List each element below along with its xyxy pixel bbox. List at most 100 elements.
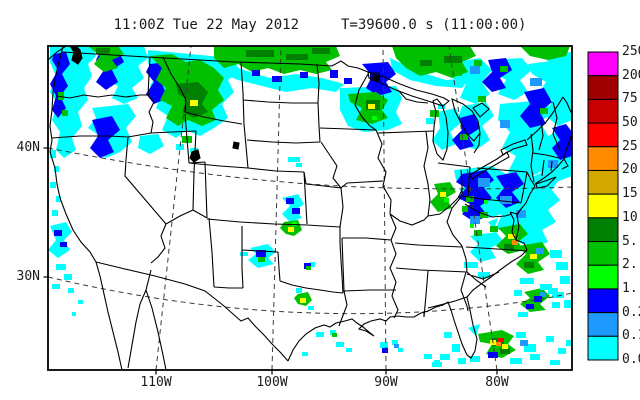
precip-cell bbox=[444, 198, 449, 202]
precip-cell bbox=[336, 342, 344, 347]
colorbar-box bbox=[587, 51, 619, 77]
precip-cell bbox=[432, 362, 442, 367]
precip-cell bbox=[256, 250, 266, 257]
precip-cell bbox=[552, 302, 560, 308]
precip-cell bbox=[300, 298, 306, 303]
chesapeake-bay bbox=[509, 208, 522, 241]
precip-cell bbox=[462, 206, 468, 212]
precip-cell bbox=[420, 60, 432, 66]
precip-cell bbox=[296, 288, 302, 293]
state-borders-west bbox=[51, 56, 249, 264]
precip-cell bbox=[452, 70, 462, 76]
precip-cell bbox=[440, 354, 450, 360]
precip-cell bbox=[288, 157, 300, 162]
precip-cell bbox=[344, 78, 352, 84]
precip-cell bbox=[440, 192, 446, 197]
precip-cell bbox=[520, 340, 528, 346]
precip-area bbox=[470, 232, 504, 262]
precip-cell bbox=[460, 134, 468, 140]
lake-erie bbox=[469, 132, 510, 180]
precip-cell bbox=[536, 248, 544, 254]
precip-cell bbox=[392, 340, 398, 345]
gulf-of-california bbox=[127, 269, 167, 370]
precip-cell bbox=[380, 342, 388, 348]
precip-cell bbox=[306, 266, 311, 270]
lon-tick-label: 100W bbox=[256, 375, 288, 390]
colorbar-label: 20. bbox=[622, 162, 640, 178]
yellowstone-lake bbox=[232, 141, 240, 150]
precip-cell bbox=[438, 104, 445, 109]
colorbar-label: 75. bbox=[622, 91, 640, 107]
precip-cell bbox=[526, 304, 534, 309]
colorbar-label: 15. bbox=[622, 186, 640, 202]
precip-cell bbox=[64, 274, 72, 280]
mexico-border bbox=[95, 261, 289, 362]
precip-area bbox=[488, 218, 498, 230]
colorbar-box bbox=[587, 312, 619, 337]
upper-peninsula bbox=[397, 89, 429, 104]
precip-cell bbox=[58, 92, 64, 100]
precip-cell bbox=[374, 76, 380, 81]
lake-michigan bbox=[432, 98, 449, 161]
precip-cell bbox=[190, 148, 198, 153]
precip-cell bbox=[466, 196, 474, 202]
precip-layer bbox=[48, 46, 572, 367]
precip-cell bbox=[288, 227, 294, 232]
precip-cell bbox=[474, 230, 482, 236]
precip-cell bbox=[552, 292, 564, 298]
colorbar-label: 250. bbox=[622, 44, 640, 59]
precip-cell bbox=[330, 330, 336, 335]
precip-cell bbox=[524, 344, 536, 352]
colorbar-box bbox=[587, 98, 619, 124]
precip-cell bbox=[52, 210, 58, 216]
lake-ontario bbox=[500, 139, 528, 156]
precip-cell bbox=[246, 50, 274, 57]
colorbar-label: 10. bbox=[622, 209, 640, 225]
precip-cell bbox=[286, 198, 294, 204]
lake-huron bbox=[451, 98, 490, 142]
precip-cell bbox=[534, 296, 542, 302]
precip-cell bbox=[52, 284, 60, 289]
lat-tick-label: 40N bbox=[16, 140, 40, 155]
precip-area bbox=[528, 60, 572, 126]
precip-cell bbox=[500, 120, 510, 128]
precip-cell bbox=[502, 344, 508, 349]
precip-cell bbox=[464, 262, 478, 268]
colorbar-label: 2. bbox=[622, 257, 638, 273]
precip-area bbox=[390, 58, 470, 88]
precip-cell bbox=[382, 348, 388, 353]
precip-cell bbox=[490, 226, 498, 232]
precip-cell bbox=[500, 196, 512, 204]
precip-cell bbox=[56, 264, 66, 270]
colorbar-box bbox=[587, 146, 619, 171]
precip-cell bbox=[444, 332, 452, 338]
gridline bbox=[155, 46, 192, 370]
coastline-pacific bbox=[48, 46, 123, 370]
axis-ticks bbox=[43, 147, 498, 375]
colorbar-box bbox=[587, 264, 619, 290]
gridline bbox=[448, 46, 498, 370]
precip-cell bbox=[368, 104, 375, 109]
precip-cell bbox=[292, 222, 297, 226]
precip-cell bbox=[478, 96, 486, 102]
precip-cell bbox=[540, 292, 546, 297]
precip-cell bbox=[458, 358, 466, 364]
precip-cell bbox=[430, 110, 439, 117]
precip-cell bbox=[540, 284, 552, 290]
precip-cell bbox=[498, 338, 503, 342]
long-island bbox=[535, 176, 557, 189]
precip-cell bbox=[190, 100, 198, 106]
state-borders-midwest bbox=[354, 73, 471, 319]
precip-cell bbox=[516, 210, 526, 218]
precip-cell bbox=[296, 163, 302, 167]
precip-area bbox=[90, 116, 120, 158]
colorbar-box bbox=[587, 288, 619, 314]
precip-cell bbox=[484, 200, 488, 204]
colorbar-label: 0.01 bbox=[622, 351, 640, 367]
precip-cell bbox=[452, 344, 460, 352]
precip-cell bbox=[566, 340, 572, 346]
precip-area bbox=[214, 46, 340, 74]
precip-cell bbox=[50, 150, 56, 158]
precip-cell bbox=[252, 70, 260, 76]
